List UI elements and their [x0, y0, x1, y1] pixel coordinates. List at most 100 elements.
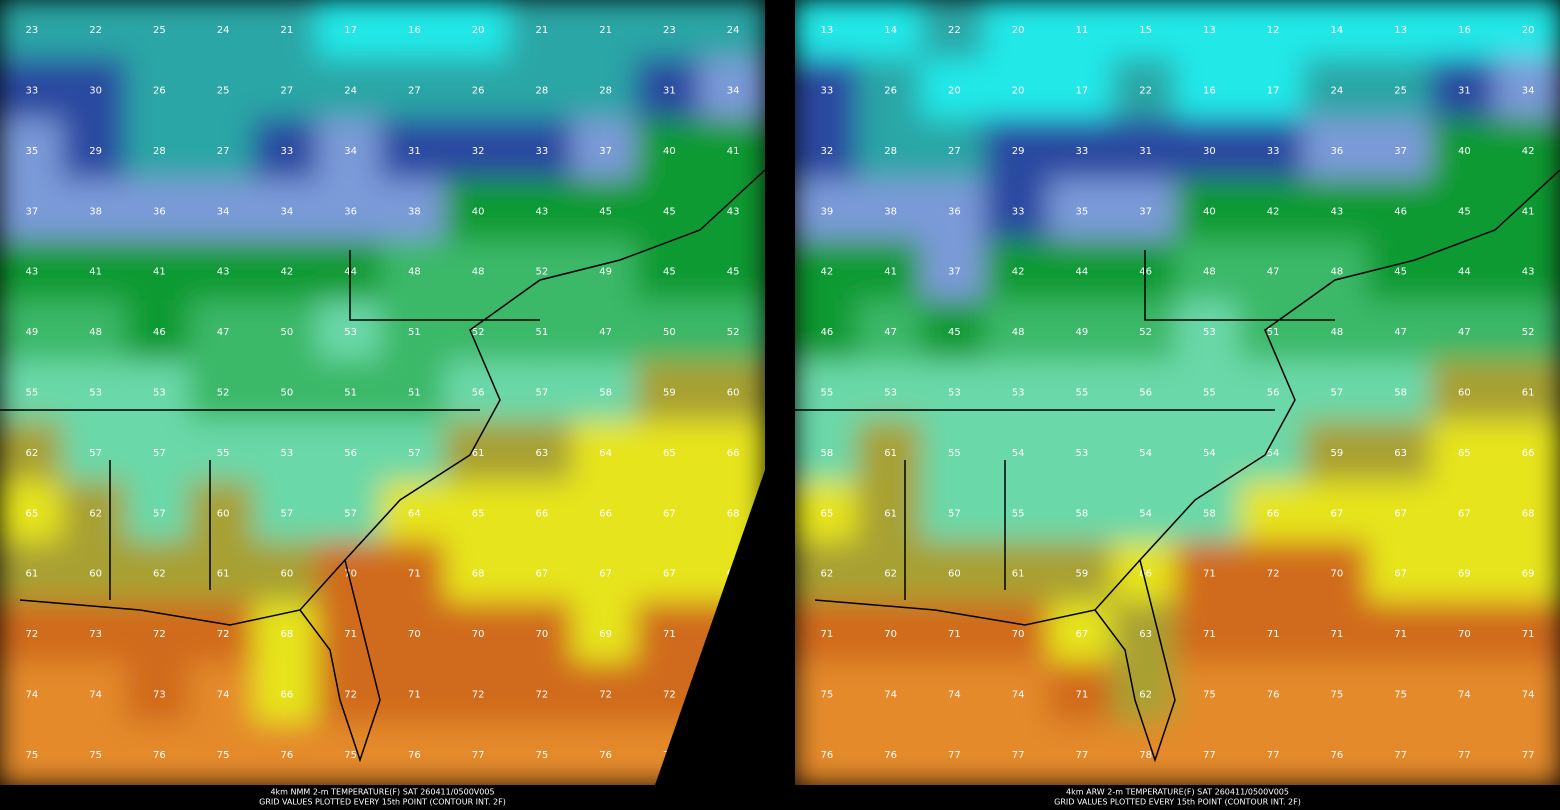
temperature-cell: [0, 299, 66, 365]
temperature-cell: [125, 118, 194, 184]
temperature-cell: [0, 601, 66, 667]
temperature-cell: [61, 481, 130, 546]
temperature-cell: [125, 0, 194, 63]
temperature-cell: [920, 58, 989, 123]
grid-value: 66: [1522, 448, 1535, 459]
temperature-cell: [380, 481, 449, 546]
temperature-cell: [1494, 360, 1560, 425]
grid-value: 67: [663, 569, 676, 580]
grid-value: 77: [1522, 750, 1535, 761]
temperature-cell: [699, 299, 765, 365]
temperature-cell: [571, 179, 640, 244]
temperature-cell: [920, 722, 989, 785]
temperature-field: [0, 0, 765, 785]
grid-value: 37: [1394, 146, 1407, 157]
temperature-cell: [380, 239, 449, 304]
temperature-cell: [444, 0, 512, 63]
temperature-cell: [253, 541, 321, 606]
temperature-cell: [920, 360, 989, 425]
grid-value: 45: [948, 327, 961, 338]
temperature-cell: [1430, 0, 1499, 63]
grid-value: 60: [1458, 388, 1471, 399]
grid-value: 33: [281, 146, 294, 157]
grid-value: 27: [217, 146, 230, 157]
grid-value: 69: [1458, 569, 1471, 580]
temperature-cell: [1366, 420, 1435, 486]
grid-value: 67: [599, 569, 612, 580]
grid-value: 36: [948, 206, 961, 217]
grid-value: 24: [727, 25, 740, 36]
temperature-cell: [795, 299, 861, 365]
temperature-cell: [61, 360, 130, 425]
grid-value: 67: [1458, 508, 1471, 519]
grid-value: 71: [1076, 689, 1089, 700]
temperature-cell: [856, 118, 925, 184]
temperature-cell: [1239, 481, 1307, 546]
grid-value: 68: [1522, 508, 1535, 519]
temperature-cell: [984, 239, 1052, 304]
temperature-cell: [1366, 541, 1435, 606]
grid-value: 55: [217, 448, 230, 459]
temperature-cell: [380, 118, 449, 184]
temperature-cell: [125, 662, 194, 727]
grid-value: 12: [1267, 25, 1280, 36]
grid-value: 61: [217, 569, 230, 580]
grid-value: 55: [26, 388, 39, 399]
grid-value: 17: [344, 25, 357, 36]
grid-value: 76: [599, 750, 612, 761]
grid-value: 27: [408, 86, 421, 97]
grid-value: 38: [408, 206, 421, 217]
temperature-cell: [1430, 420, 1499, 486]
temperature-cell: [253, 360, 321, 425]
temperature-cell: [189, 179, 257, 244]
grid-value: 71: [1203, 629, 1216, 640]
temperature-cell: [189, 722, 257, 785]
temperature-cell: [508, 299, 576, 365]
grid-value: 58: [821, 448, 834, 459]
grid-value: 61: [1522, 388, 1535, 399]
temperature-cell: [1366, 179, 1435, 244]
temperature-cell: [795, 0, 861, 63]
temperature-cell: [125, 360, 194, 425]
map-panel: 13 14 22 20 11 15 13 12 14 13 16 20 33 26 20 20 17 22 16 17…: [795, 0, 1560, 785]
grid-value: 72: [472, 689, 485, 700]
temperature-cell: [1111, 360, 1180, 425]
temperature-cell: [444, 239, 512, 304]
temperature-cell: [856, 662, 925, 727]
grid-value: 31: [408, 146, 421, 157]
grid-value: 40: [1203, 206, 1216, 217]
grid-value: 52: [536, 267, 549, 278]
temperature-cell: [508, 179, 576, 244]
grid-value: 55: [1203, 388, 1216, 399]
grid-value: 26: [472, 86, 485, 97]
temperature-cell: [920, 481, 989, 546]
grid-value: 74: [948, 689, 961, 700]
temperature-cell: [125, 722, 194, 785]
temperature-cell: [1175, 722, 1244, 785]
grid-value: 64: [408, 508, 421, 519]
grid-value: 75: [1203, 689, 1216, 700]
grid-value: 26: [884, 86, 897, 97]
temperature-cell: [1366, 481, 1435, 546]
grid-value: 32: [472, 146, 485, 157]
grid-value: 61: [26, 569, 39, 580]
grid-value: 53: [153, 388, 166, 399]
temperature-cell: [125, 179, 194, 244]
grid-value: 76: [1331, 750, 1344, 761]
temperature-cell: [1494, 118, 1560, 184]
temperature-cell: [571, 0, 640, 63]
grid-value: 55: [948, 448, 961, 459]
caption-title: 4km NMM 2-m TEMPERATURE(F) SAT 260411/05…: [270, 788, 494, 797]
grid-value: 56: [1267, 388, 1280, 399]
grid-value: 25: [153, 25, 166, 36]
temperature-cell: [1494, 58, 1560, 123]
grid-value: 57: [408, 448, 421, 459]
grid-value: 22: [89, 25, 102, 36]
temperature-cell: [316, 420, 385, 486]
grid-value: 64: [599, 448, 612, 459]
temperature-cell: [1430, 722, 1499, 785]
temperature-cell: [0, 420, 66, 486]
temperature-cell: [984, 179, 1052, 244]
temperature-cell: [61, 239, 130, 304]
grid-value: 24: [217, 25, 230, 36]
